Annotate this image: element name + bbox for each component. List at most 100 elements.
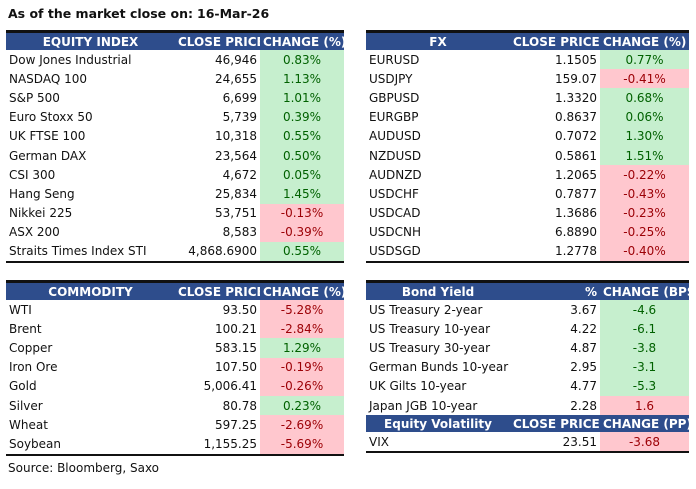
bond-column-header: % [510, 280, 600, 300]
change-value: 1.6 [600, 395, 689, 416]
table-row: USDCAD 1.3686 -0.23% [366, 203, 689, 223]
change-value: -5.69% [260, 434, 344, 455]
instrument-name: USDCNH [369, 225, 422, 240]
table-row: Copper 583.15 1.29% [6, 338, 344, 358]
table-row: Dow Jones Industrial 46,946 0.83% [6, 50, 344, 70]
instrument-name: Hang Seng [9, 186, 75, 201]
table-row: USDCHF 0.7877 -0.43% [366, 184, 689, 204]
close-value: 0.8637 [555, 110, 597, 125]
close-value: 24,655 [215, 71, 257, 86]
close-value: 0.7877 [555, 186, 597, 201]
commodity-header-row: COMMODITY CLOSE PRICE CHANGE (%) [6, 280, 344, 300]
change-value: 0.06% [600, 107, 689, 127]
change-value: -3.8 [600, 338, 689, 358]
change-value: -5.3 [600, 376, 689, 396]
instrument-name: NZDUSD [369, 148, 422, 163]
table-row: NZDUSD 0.5861 1.51% [366, 145, 689, 166]
instrument-name: Brent [9, 321, 42, 336]
bond-table: Bond Yield%CHANGE (BPS) US Treasury 2-yea… [366, 280, 689, 454]
close-value: 583.15 [215, 340, 257, 355]
close-value: 0.7072 [555, 129, 597, 144]
change-value: 1.51% [600, 145, 689, 166]
change-value: 0.68% [600, 88, 689, 108]
table-row: EURGBP 0.8637 0.06% [366, 107, 689, 127]
equity-column-header: CHANGE (%) [260, 30, 344, 50]
close-value: 5,006.41 [203, 379, 257, 394]
table-row: USDCNH 6.8890 -0.25% [366, 222, 689, 242]
close-value: 6.8890 [555, 225, 597, 240]
table-row: USDSGD 1.2778 -0.40% [366, 241, 689, 263]
volatility-header-row: Equity Volatility CLOSE PRICE CHANGE (PP) [366, 415, 689, 433]
close-value: 5,739 [222, 110, 257, 125]
table-row: Wheat 597.25 -2.69% [6, 415, 344, 435]
table-row: US Treasury 30-year 4.87 -3.8 [366, 338, 689, 358]
bond-header-row: Bond Yield%CHANGE (BPS) [366, 280, 689, 300]
instrument-name: USDSGD [369, 244, 421, 259]
instrument-name: Euro Stoxx 50 [9, 110, 93, 125]
table-row: Japan JGB 10-year 2.28 1.6 [366, 395, 689, 416]
change-value: 0.23% [260, 395, 344, 416]
table-row: UK Gilts 10-year 4.77 -5.3 [366, 376, 689, 396]
instrument-name: AUDNZD [369, 167, 422, 182]
change-value: -3.68 [600, 432, 689, 453]
instrument-name: Dow Jones Industrial [9, 52, 132, 67]
close-value: 4,868.6900 [188, 244, 257, 259]
close-value: 597.25 [215, 417, 257, 432]
table-row: US Treasury 10-year 4.22 -6.1 [366, 319, 689, 339]
table-row: ASX 200 8,583 -0.39% [6, 222, 344, 242]
bond-column-header: Bond Yield [366, 280, 510, 300]
volatility-column-header: CLOSE PRICE [510, 415, 600, 433]
change-value: -0.43% [600, 184, 689, 204]
instrument-name: WTI [9, 302, 32, 317]
close-value: 23,564 [215, 148, 257, 163]
instrument-name: USDJPY [369, 71, 413, 86]
change-value: -0.26% [260, 376, 344, 396]
close-value: 6,699 [222, 90, 257, 105]
table-row: CSI 300 4,672 0.05% [6, 165, 344, 185]
table-row: Iron Ore 107.50 -0.19% [6, 357, 344, 377]
change-value: -0.23% [600, 203, 689, 223]
instrument-name: German DAX [9, 148, 87, 163]
close-value: 2.95 [570, 360, 597, 375]
instrument-name: German Bunds 10-year [369, 360, 509, 375]
table-row: EURUSD 1.1505 0.77% [366, 50, 689, 70]
fx-table: FX CLOSE PRICE CHANGE (%) EURUSD 1.1505 0.77%… [366, 30, 689, 264]
instrument-name: Copper [9, 340, 53, 355]
change-value: -3.1 [600, 357, 689, 377]
close-value: 25,834 [215, 186, 257, 201]
table-row: AUDNZD 1.2065 -0.22% [366, 165, 689, 185]
change-value: -0.19% [260, 357, 344, 377]
table-row: Hang Seng 25,834 1.45% [6, 184, 344, 204]
close-value: 1.2065 [555, 167, 597, 182]
instrument-name: EURUSD [369, 52, 420, 67]
close-value: 107.50 [215, 360, 257, 375]
table-row: VIX 23.51 -3.68 [366, 432, 689, 453]
change-value: -0.40% [600, 241, 689, 263]
instrument-name: ASX 200 [9, 225, 60, 240]
change-value: 0.39% [260, 107, 344, 127]
table-row: Euro Stoxx 50 5,739 0.39% [6, 107, 344, 127]
instrument-name: S&P 500 [9, 90, 60, 105]
change-value: -6.1 [600, 319, 689, 339]
close-value: 4.22 [570, 321, 597, 336]
instrument-name: USDCAD [369, 206, 421, 221]
close-value: 2.28 [570, 398, 597, 413]
instrument-name: Soybean [9, 436, 62, 451]
table-row: Silver 80.78 0.23% [6, 395, 344, 416]
instrument-name: US Treasury 2-year [369, 302, 483, 317]
commodity-table: COMMODITY CLOSE PRICE CHANGE (%) WTI 93.50 -5… [6, 280, 344, 456]
close-value: 93.50 [222, 302, 257, 317]
change-value: -2.84% [260, 319, 344, 339]
change-value: -5.28% [260, 300, 344, 320]
instrument-name: Silver [9, 398, 43, 413]
instrument-name: UK FTSE 100 [9, 129, 86, 144]
volatility-column-header: Equity Volatility [366, 415, 510, 433]
table-row: USDJPY 159.07 -0.41% [366, 69, 689, 89]
change-value: 0.83% [260, 50, 344, 70]
instrument-name: US Treasury 30-year [369, 340, 491, 355]
fx-column-header: CHANGE (%) [600, 30, 689, 50]
change-value: 1.29% [260, 338, 344, 358]
table-row: Straits Times Index STI 4,868.6900 0.55% [6, 241, 344, 263]
table-row: NASDAQ 100 24,655 1.13% [6, 69, 344, 89]
change-value: 0.50% [260, 145, 344, 166]
